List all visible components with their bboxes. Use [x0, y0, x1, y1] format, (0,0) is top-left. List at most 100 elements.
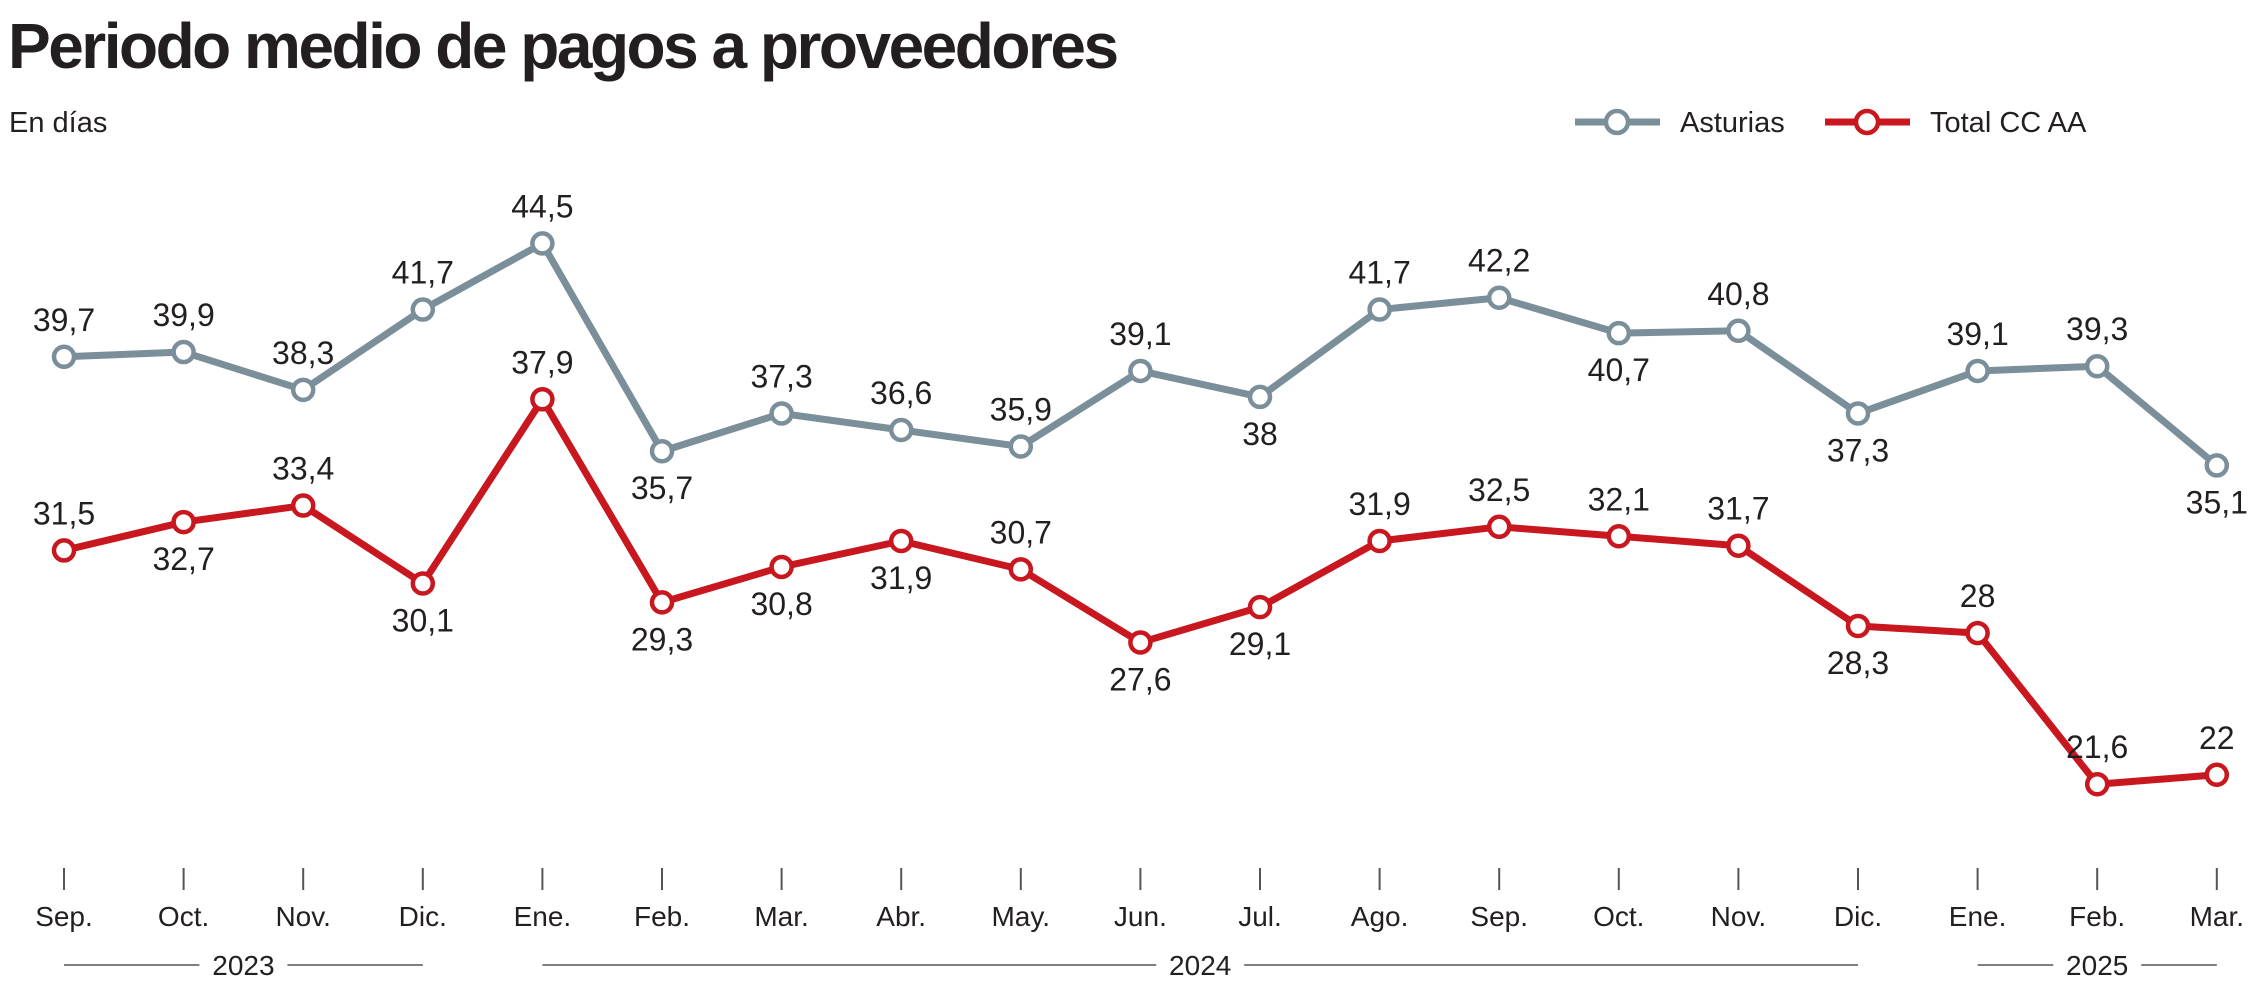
x-tick-label: Oct. [1593, 901, 1644, 932]
x-tick-label: Mar. [754, 901, 808, 932]
year-label: 2025 [2066, 950, 2128, 981]
data-point [2084, 771, 2110, 797]
data-label: 32,7 [152, 541, 214, 577]
x-tick-label: May. [991, 901, 1050, 932]
chart-title: Periodo medio de pagos a proveedores [8, 10, 1117, 82]
data-point [1247, 384, 1273, 410]
data-label: 27,6 [1109, 662, 1171, 698]
data-label: 33,4 [272, 451, 334, 487]
data-label: 31,9 [1348, 486, 1410, 522]
year-label: 2023 [212, 950, 274, 981]
data-point [1606, 320, 1632, 346]
data-point [1008, 434, 1034, 459]
data-point [769, 554, 794, 580]
data-label: 32,1 [1588, 481, 1650, 517]
data-label: 35,1 [2186, 484, 2248, 520]
data-point [1606, 524, 1632, 549]
data-label: 44,5 [511, 188, 573, 224]
data-label: 39,9 [152, 297, 214, 333]
x-tick-label: Oct. [158, 901, 209, 932]
data-label: 42,2 [1468, 243, 1530, 279]
data-label: 35,9 [990, 392, 1052, 428]
year-label: 2024 [1169, 950, 1231, 981]
x-tick-label: Ene. [514, 901, 572, 932]
data-point [171, 509, 196, 535]
data-point [1845, 613, 1871, 639]
data-point [649, 590, 675, 615]
data-label: 35,7 [631, 470, 693, 506]
data-label: 30,8 [750, 586, 812, 622]
data-label: 36,6 [870, 375, 932, 411]
data-point [410, 571, 436, 596]
data-point [290, 377, 316, 403]
series-total-cc-aa: 31,5 32,7 33,4 30,1 37,9 29,3 30,8 31,9 30,7 27,6… [33, 344, 2235, 797]
data-point [1367, 297, 1392, 322]
data-label: 29,1 [1229, 626, 1291, 662]
data-label: 39,1 [1946, 316, 2008, 352]
legend-total-label: Total CC AA [1930, 107, 2087, 139]
data-point [1726, 318, 1751, 344]
data-point [1008, 557, 1034, 582]
data-point [1486, 285, 1512, 310]
data-point [1726, 533, 1751, 558]
data-point [171, 339, 196, 365]
data-label: 29,3 [631, 621, 693, 657]
data-label: 41,7 [392, 255, 454, 291]
data-label: 38 [1242, 416, 1278, 452]
data-label: 40,7 [1588, 352, 1650, 388]
data-label: 31,7 [1707, 491, 1769, 527]
data-point [1965, 620, 1990, 646]
data-label: 32,5 [1468, 472, 1530, 508]
x-tick-label: Mar. [2190, 901, 2244, 932]
x-tick-label: Abr. [876, 901, 926, 932]
data-point [888, 417, 914, 443]
data-label: 40,8 [1707, 276, 1769, 312]
data-point [1128, 358, 1153, 384]
data-label: 37,3 [1827, 432, 1889, 468]
x-tick-label: Sep. [1470, 901, 1528, 932]
x-tick-label: Sep. [35, 901, 93, 932]
data-label: 31,9 [870, 560, 932, 596]
data-label: 22 [2199, 720, 2235, 756]
x-tick-label: Nov. [275, 901, 331, 932]
x-tick-label: Feb. [2069, 901, 2125, 932]
data-label: 31,5 [33, 495, 95, 531]
x-tick-label: Ene. [1949, 901, 2007, 932]
data-label: 37,3 [750, 358, 812, 394]
data-point [530, 387, 555, 412]
data-point [1128, 630, 1153, 655]
x-tick-label: Nov. [1711, 901, 1767, 932]
data-point [51, 344, 77, 370]
data-label: 30,1 [392, 602, 454, 638]
series-line [60, 395, 2221, 788]
data-label: 39,1 [1109, 316, 1171, 352]
data-point [1845, 401, 1871, 426]
data-point [51, 538, 77, 563]
series-line [60, 239, 2221, 469]
data-point [410, 297, 436, 322]
legend-total-marker [1853, 108, 1881, 136]
data-point [2204, 762, 2230, 788]
data-label: 28,3 [1827, 645, 1889, 681]
data-point [290, 493, 316, 518]
data-label: 28 [1960, 578, 1996, 614]
x-tick-label: Dic. [399, 901, 447, 932]
legend-asturias-marker [1603, 108, 1631, 136]
data-point [2084, 353, 2110, 379]
data-label: 21,6 [2066, 729, 2128, 765]
x-axis: Sep. Oct. Nov. Dic. Ene. Feb. Mar. Abr. May. Jun.… [35, 868, 2244, 932]
data-label: 30,7 [990, 514, 1052, 550]
data-label: 39,7 [33, 302, 95, 338]
x-tick-label: Ago. [1351, 901, 1409, 932]
data-point [1486, 514, 1512, 540]
data-label: 39,3 [2066, 311, 2128, 347]
data-label: 38,3 [272, 335, 334, 371]
x-tick-label: Jul. [1238, 901, 1282, 932]
data-point [2204, 453, 2230, 478]
x-tick-label: Feb. [634, 901, 690, 932]
data-point [888, 528, 914, 554]
x-tick-label: Jun. [1114, 901, 1167, 932]
data-label: 37,9 [511, 344, 573, 380]
chart-legend: Asturias Total CC AA [1575, 107, 2087, 139]
